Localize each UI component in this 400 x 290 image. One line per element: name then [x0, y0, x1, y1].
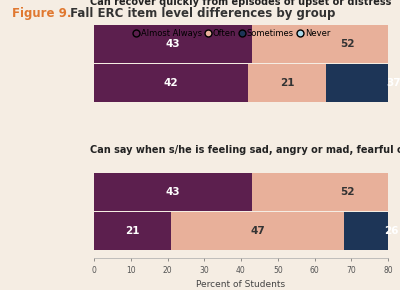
Bar	[344, 212, 400, 250]
Text: 43: 43	[166, 39, 180, 49]
Text: 52: 52	[340, 39, 355, 49]
Bar	[94, 64, 248, 102]
Text: 26: 26	[384, 226, 399, 236]
Text: Can say when s/he is feeling sad, angry or mad, fearful or afraid: Can say when s/he is feeling sad, angry …	[90, 145, 400, 155]
X-axis label: Percent of Students: Percent of Students	[196, 280, 286, 289]
Bar	[171, 212, 344, 250]
Text: 42: 42	[164, 78, 178, 88]
Bar	[252, 173, 400, 211]
Text: Can recover quickly from episodes of upset or distress: Can recover quickly from episodes of ups…	[90, 0, 391, 7]
Bar	[326, 64, 400, 102]
Bar	[94, 212, 171, 250]
Bar	[94, 25, 252, 63]
Text: 21: 21	[125, 226, 140, 236]
Legend: Almost Always, Often, Sometimes, Never: Almost Always, Often, Sometimes, Never	[134, 29, 330, 38]
Text: Figure 9.: Figure 9.	[12, 7, 72, 20]
Text: 43: 43	[166, 187, 180, 197]
Text: 52: 52	[340, 187, 355, 197]
Bar	[248, 64, 326, 102]
Text: 21: 21	[280, 78, 294, 88]
Text: 37: 37	[386, 78, 400, 88]
Bar	[94, 173, 252, 211]
Text: Fall ERC item level differences by group: Fall ERC item level differences by group	[66, 7, 335, 20]
Bar	[252, 25, 400, 63]
Text: 47: 47	[250, 226, 265, 236]
